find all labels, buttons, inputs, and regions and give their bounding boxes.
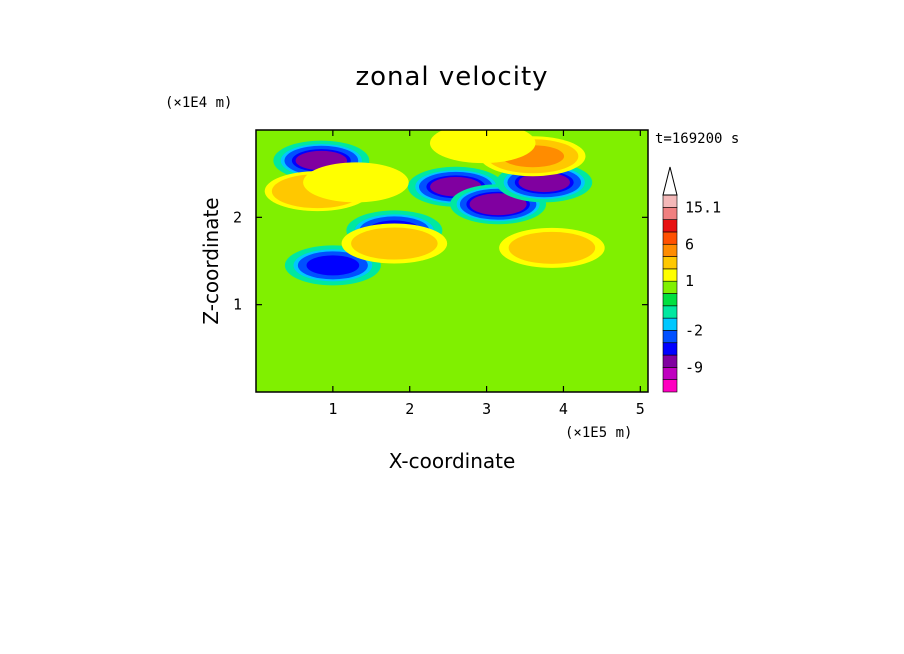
colorbar-segment xyxy=(662,194,678,208)
contour-band xyxy=(360,231,429,256)
contour-band xyxy=(472,194,524,214)
colorbar-segment xyxy=(662,231,678,245)
colorbar-tick-label: 1 xyxy=(685,272,694,290)
colorbar-tick-label: -9 xyxy=(685,358,703,376)
y-axis-label: Z-coordinate xyxy=(199,197,223,324)
contour-band xyxy=(518,172,570,193)
colorbar-tick-label: 15.1 xyxy=(685,198,721,216)
x-unit-label: (×1E5 m) xyxy=(565,425,632,441)
x-axis: 1 2 3 4 5 xyxy=(328,130,645,418)
colorbar-segment xyxy=(662,243,678,257)
x-tick-label: 5 xyxy=(636,400,645,418)
colorbar-segment xyxy=(662,379,678,393)
y-axis: 12 xyxy=(233,208,648,314)
time-label: t=169200 s xyxy=(655,131,739,147)
colorbar-segment xyxy=(662,207,678,220)
contour-band xyxy=(444,130,522,158)
contour-band xyxy=(317,168,395,197)
colorbar-segment xyxy=(662,342,678,356)
x-tick-label: 4 xyxy=(559,400,568,418)
colorbar-segment xyxy=(662,256,678,270)
colorbar-segment xyxy=(662,330,678,344)
colorbar: 15.1 6 1 -2 -9 xyxy=(662,166,721,393)
colorbar-extend-arrow xyxy=(662,166,678,196)
chart-title: zonal velocity xyxy=(355,62,548,92)
colorbar-segment xyxy=(662,268,678,282)
colorbar-segment xyxy=(662,354,678,368)
colorbar-segment xyxy=(662,280,678,294)
x-tick-label: 1 xyxy=(328,400,337,418)
x-axis-label: X-coordinate xyxy=(389,449,516,473)
colorbar-segment xyxy=(662,293,678,307)
y-tick-label: 2 xyxy=(233,208,242,226)
contour-band xyxy=(306,255,360,276)
x-tick-label: 3 xyxy=(482,400,491,418)
contour-band xyxy=(518,235,586,260)
y-unit-label: (×1E4 m) xyxy=(165,95,232,111)
colorbar-segment xyxy=(662,367,678,380)
plot-frame xyxy=(255,129,649,393)
colorbar-segment xyxy=(662,305,678,319)
y-tick-label: 1 xyxy=(233,296,242,314)
colorbar-tick-label: 6 xyxy=(685,235,694,253)
x-tick-label: 2 xyxy=(405,400,414,418)
contour-field xyxy=(256,130,648,392)
colorbar-tick-label: -2 xyxy=(685,321,703,339)
colorbar-segment xyxy=(662,317,678,331)
colorbar-segment xyxy=(662,219,678,233)
